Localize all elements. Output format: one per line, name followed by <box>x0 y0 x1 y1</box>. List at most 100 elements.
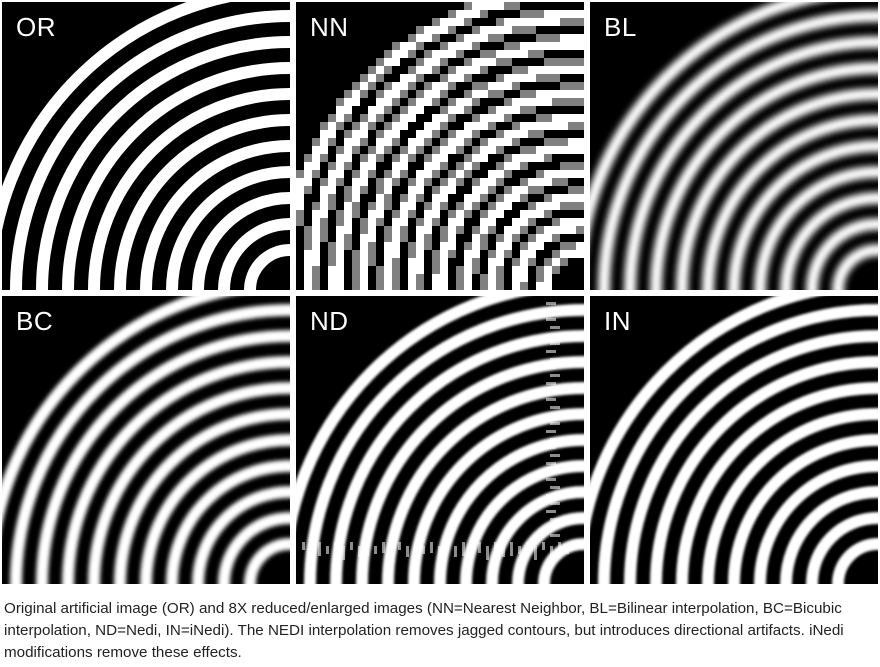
ring-pixel <box>360 242 368 250</box>
ring-pixel <box>432 282 440 290</box>
ring-pixel <box>344 162 352 170</box>
ring-pixel <box>360 266 368 274</box>
artifact-mark <box>390 546 393 560</box>
ring-pixel <box>576 90 584 98</box>
ring-pixel <box>392 218 400 226</box>
ring-pixel <box>576 250 584 258</box>
ring-pixel <box>520 66 528 74</box>
ring-pixel <box>472 194 480 202</box>
ring-pixel <box>416 274 424 282</box>
ring-pixel <box>536 242 544 250</box>
ring-pixel <box>544 74 552 82</box>
ring-pixel <box>416 58 424 66</box>
ring-pixel <box>472 130 480 138</box>
ring-pixel <box>392 178 400 186</box>
artifact-mark <box>430 542 433 553</box>
ring-pixel <box>480 234 488 242</box>
ring-pixel <box>488 170 496 178</box>
ring-pixel <box>496 34 504 42</box>
artifact-mark <box>350 542 353 550</box>
ring-pixel <box>496 50 504 58</box>
ring-pixel <box>352 258 360 266</box>
ring-pixel <box>536 202 544 210</box>
artifact-mark <box>546 382 556 385</box>
ring-pixel <box>368 154 376 162</box>
ring-pixel <box>408 202 416 210</box>
ring-pixel <box>568 58 576 66</box>
ring-pixel <box>408 178 416 186</box>
ring-pixel <box>392 42 400 50</box>
ring-pixel <box>496 170 504 178</box>
ring-pixel <box>320 234 328 242</box>
ring-pixel <box>472 58 480 66</box>
ring-pixel <box>352 138 360 146</box>
ring-pixel <box>304 234 312 242</box>
ring-pixel <box>424 162 432 170</box>
ring-pixel <box>504 58 512 66</box>
ring-pixel <box>360 234 368 242</box>
ring-pixel <box>496 82 504 90</box>
ring-pixel <box>576 122 584 130</box>
ring-pixel <box>296 186 304 194</box>
ring-pixel <box>520 18 528 26</box>
ring-pixel <box>336 242 344 250</box>
ring-pixel <box>568 66 576 74</box>
artifact-mark <box>494 542 497 550</box>
ring-pixel <box>304 178 312 186</box>
ring-pixel <box>440 178 448 186</box>
artifact-mark <box>546 398 556 401</box>
ring-pixel <box>480 10 488 18</box>
ring-pixel <box>336 210 344 218</box>
ring-pixel <box>528 66 536 74</box>
ring-pixel <box>528 98 536 106</box>
ring-pixel <box>432 90 440 98</box>
ring-pixel <box>528 202 536 210</box>
ring-pixel <box>456 138 464 146</box>
ring-pixel <box>416 74 424 82</box>
ring-pixel <box>560 162 568 170</box>
ring-pixel <box>352 90 360 98</box>
ring-pixel <box>424 122 432 130</box>
ring-pixel <box>512 282 520 290</box>
artifact-mark <box>454 546 457 557</box>
ring-pixel <box>320 210 328 218</box>
ring-pixel <box>464 250 472 258</box>
ring-pixel <box>400 114 408 122</box>
ring-pixel <box>344 90 352 98</box>
artifact-mark <box>302 542 305 550</box>
ring-pixel <box>504 202 512 210</box>
ring-pixel <box>560 42 568 50</box>
ring-pixel <box>456 10 464 18</box>
artifact-mark <box>550 486 560 489</box>
ring-pixel <box>312 210 320 218</box>
ring-pixel <box>408 154 416 162</box>
ring-pixel <box>328 178 336 186</box>
ring-pixel <box>440 162 448 170</box>
ring-pixel <box>536 90 544 98</box>
ring-pixel <box>328 194 336 202</box>
ring-pixel <box>440 194 448 202</box>
ring-pixel <box>400 106 408 114</box>
ring-pixel <box>536 154 544 162</box>
ring-pixel <box>384 66 392 74</box>
ring-pixel <box>360 138 368 146</box>
ring-pixel <box>408 106 416 114</box>
ring-pixel <box>512 274 520 282</box>
ring-pixel <box>424 218 432 226</box>
ring-pixel <box>560 98 568 106</box>
ring-pixel <box>464 2 472 10</box>
ring-pixel <box>424 154 432 162</box>
ring-pixel <box>432 34 440 42</box>
ring-pixel <box>440 26 448 34</box>
ring-pixel <box>488 274 496 282</box>
ring-pixel <box>344 138 352 146</box>
ring-pixel <box>480 90 488 98</box>
ring-pixel <box>424 178 432 186</box>
artifact-mark <box>546 414 556 417</box>
ring-pixel <box>296 210 304 218</box>
ring-pixel <box>296 202 304 210</box>
ring-pixel <box>432 194 440 202</box>
ring-pixel <box>368 66 376 74</box>
artifact-mark <box>550 518 560 521</box>
ring-pixel <box>352 170 360 178</box>
